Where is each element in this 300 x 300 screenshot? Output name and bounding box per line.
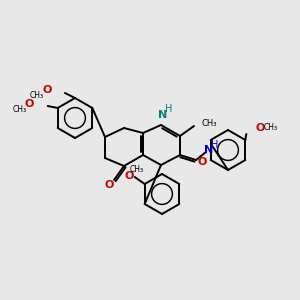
Text: H: H	[165, 104, 173, 114]
Text: O: O	[104, 180, 114, 190]
Text: O: O	[125, 171, 134, 181]
Text: CH₃: CH₃	[30, 91, 44, 100]
Text: CH₃: CH₃	[202, 119, 218, 128]
Text: H: H	[211, 140, 219, 150]
Text: CH₃: CH₃	[263, 124, 278, 133]
Text: O: O	[255, 123, 265, 133]
Text: O: O	[197, 157, 207, 167]
Text: N: N	[158, 110, 168, 120]
Text: O: O	[42, 85, 52, 95]
Text: O: O	[25, 99, 34, 109]
Text: CH₃: CH₃	[13, 104, 27, 113]
Text: N: N	[204, 145, 214, 155]
Text: CH₃: CH₃	[130, 164, 144, 173]
